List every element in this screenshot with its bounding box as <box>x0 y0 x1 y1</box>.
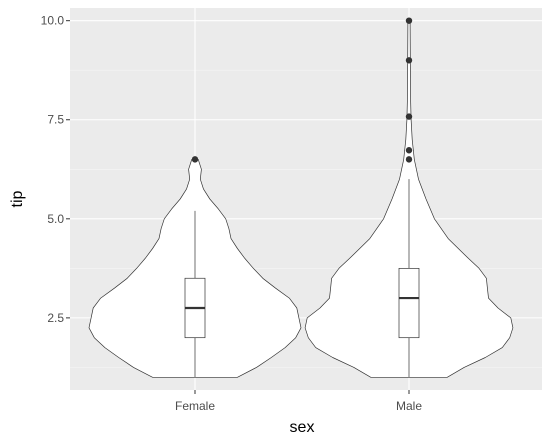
violin-group-female <box>88 156 302 378</box>
violins <box>88 17 514 378</box>
y-axis-title: tip <box>9 190 26 207</box>
outlier-point <box>405 147 413 154</box>
y-axis: 2.5 5.0 7.5 10.0 <box>41 14 70 325</box>
x-axis: Female Male <box>175 390 422 413</box>
outlier-point <box>405 57 413 64</box>
y-tick-label: 5.0 <box>47 212 64 226</box>
outlier-point <box>405 113 413 120</box>
x-axis-title: sex <box>290 419 315 436</box>
x-tick-label: Male <box>396 399 422 413</box>
y-tick-label: 2.5 <box>47 311 64 325</box>
y-tick-label: 10.0 <box>41 14 65 28</box>
x-tick-label: Female <box>175 399 215 413</box>
outlier-point <box>405 156 413 163</box>
outlier-point <box>191 156 199 163</box>
violin-group-male <box>304 17 514 378</box>
y-tick-label: 7.5 <box>47 113 64 127</box>
outlier-point <box>405 17 413 24</box>
box <box>398 267 420 339</box>
